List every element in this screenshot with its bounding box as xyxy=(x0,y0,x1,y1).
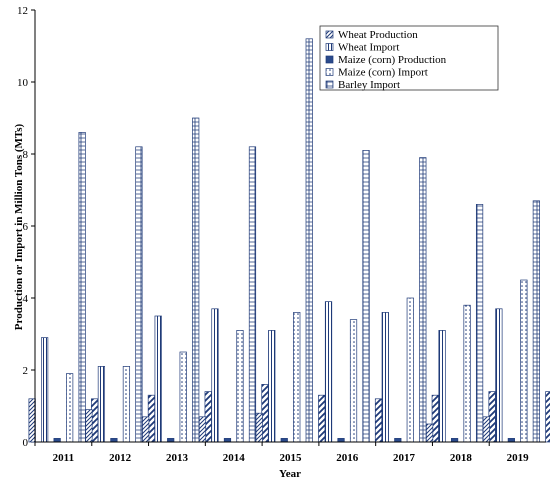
y-tick-label: 10 xyxy=(17,77,29,89)
legend-label: Maize (corn) Import xyxy=(338,67,428,79)
legend-swatch xyxy=(325,80,334,89)
x-tick-label: 2015 xyxy=(280,452,303,464)
bars xyxy=(28,38,550,443)
legend-swatch xyxy=(325,68,334,76)
bar-2013-series-3 xyxy=(167,438,175,443)
bar-2012-series-4 xyxy=(122,366,131,443)
bar-2019-series-2 xyxy=(495,308,503,443)
bar-2016-series-4 xyxy=(349,319,358,443)
bar-2019-series-1 xyxy=(482,416,490,443)
bar-2012-series-3 xyxy=(110,438,118,443)
x-tick-label: 2011 xyxy=(53,452,74,464)
legend-label: Barley Import xyxy=(338,79,400,91)
y-axis-title: Production or Import in Million Tons (MT… xyxy=(13,123,25,330)
bar-2017-series-4 xyxy=(406,297,414,443)
x-tick-label: 2019 xyxy=(507,452,530,464)
bar-2013-series-5 xyxy=(192,117,200,443)
legend-box xyxy=(319,25,499,91)
x-tick-label: 2017 xyxy=(393,452,416,464)
y-tick-label: 6 xyxy=(23,221,29,233)
y-tick-label: 2 xyxy=(23,365,29,377)
bar-2015-series-6 xyxy=(318,394,326,443)
x-tick-label: 2014 xyxy=(223,452,246,464)
bar-2018-series-2 xyxy=(438,330,446,443)
x-tick-label: 2012 xyxy=(109,452,132,464)
x-axis-title: Year xyxy=(279,468,301,480)
y-axis: 0 2 4 6 8 10 12 xyxy=(17,5,35,449)
bar-2019-series-5 xyxy=(532,200,540,443)
bar-2014-series-5 xyxy=(248,146,257,443)
legend-swatch xyxy=(325,55,334,64)
bar-2013-series-1 xyxy=(142,416,150,443)
bar-2012-series-2 xyxy=(97,366,106,443)
legend-label: Wheat Production xyxy=(338,29,418,41)
bar-2015-series-4 xyxy=(293,312,301,443)
bar-2019-series-3 xyxy=(507,438,515,443)
bar-2013-series-4 xyxy=(179,351,187,443)
bar-2012-series-1 xyxy=(85,409,93,443)
bar-2011-series-2 xyxy=(41,337,49,443)
bar-2017-series-5 xyxy=(419,157,427,443)
y-tick-label: 4 xyxy=(23,293,29,305)
bar-2016-series-2 xyxy=(324,301,333,443)
bar-2013-series-2 xyxy=(154,315,162,443)
y-tick-label: 12 xyxy=(17,5,28,17)
bar-2018-series-5 xyxy=(475,204,484,443)
x-tick-label: 2013 xyxy=(166,452,189,464)
legend-label: Wheat Import xyxy=(338,42,399,54)
bar-2018-series-4 xyxy=(463,304,471,443)
bar-2014-series-1 xyxy=(198,416,207,443)
bar-2015-series-1 xyxy=(255,412,263,443)
bar-2018-series-1 xyxy=(425,423,434,443)
bar-2019-series-6 xyxy=(545,391,550,443)
bar-2014-series-2 xyxy=(211,308,219,443)
legend-swatch xyxy=(325,43,334,51)
y-tick-label: 8 xyxy=(23,149,29,161)
bar-2011-series-3 xyxy=(53,438,61,443)
bar-2014-series-3 xyxy=(223,438,232,443)
bar-2014-series-4 xyxy=(236,330,244,443)
bar-2015-series-5 xyxy=(305,38,313,443)
legend-label: Maize (corn) Production xyxy=(338,54,447,66)
bar-2019-series-4 xyxy=(520,279,528,443)
x-tick-label: 2016 xyxy=(336,452,359,464)
bar-2016-series-3 xyxy=(337,438,345,443)
bar-2018-series-3 xyxy=(450,438,459,443)
bar-2016-series-5 xyxy=(362,150,370,443)
bar-2017-series-2 xyxy=(381,312,389,443)
bar-2015-series-3 xyxy=(280,438,288,443)
x-tick-label: 2018 xyxy=(450,452,473,464)
bar-2012-series-5 xyxy=(135,146,143,443)
bar-2011-series-5 xyxy=(78,132,86,443)
x-axis: 2011 2012 2013 2014 2015 2016 2017 2018 2019 xyxy=(34,442,530,464)
bar-2016-series-6 xyxy=(374,398,383,443)
bar-2011-series-4 xyxy=(66,373,74,443)
legend-swatch xyxy=(325,30,334,39)
bar-2011-series-1 xyxy=(28,398,36,443)
bar-2015-series-2 xyxy=(268,330,276,443)
bar-2017-series-3 xyxy=(394,438,402,443)
y-tick-label: 0 xyxy=(23,437,29,449)
